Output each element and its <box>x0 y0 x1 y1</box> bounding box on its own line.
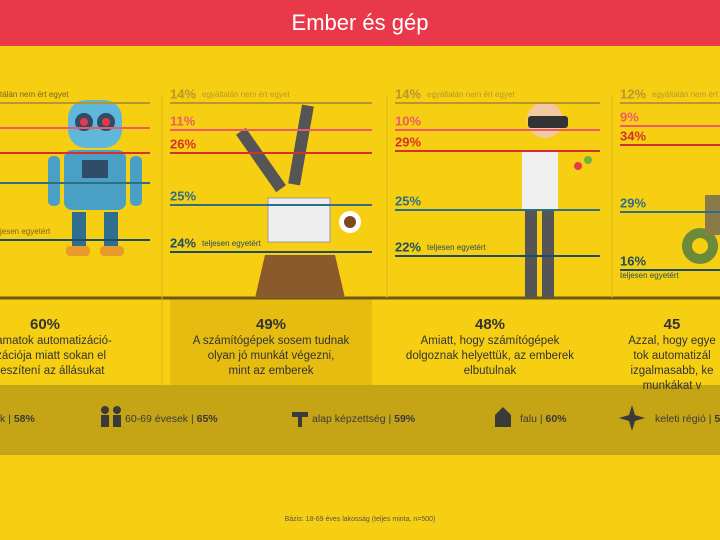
row-percent: 26% <box>170 136 196 151</box>
row-percent: 9% <box>620 109 639 124</box>
band-icons <box>101 405 645 431</box>
band-stat-label: falu | <box>520 413 546 425</box>
band-stat-value: 59% <box>394 413 416 425</box>
row-percent: 25% <box>395 193 421 208</box>
band-stat: k | 58% <box>0 413 35 425</box>
statement-line: otizációja miatt sokan el <box>0 350 106 362</box>
row-percent: 24% <box>170 235 196 250</box>
row-label: tálán nem ért egyet <box>0 90 69 99</box>
row-percent: 11% <box>170 113 196 128</box>
band-stat-label: 60-69 évesek | <box>125 413 197 425</box>
headline-percent: 49% <box>256 316 286 333</box>
headline-percent: 60% <box>30 316 60 333</box>
row-percent: 10% <box>395 113 421 128</box>
statement-line: Amiatt, hogy számítógépek <box>421 335 560 347</box>
row-label: teljesen egyetért <box>427 243 486 252</box>
band-stat-label: alap képzettség | <box>312 413 394 425</box>
row-percent: 12% <box>620 86 646 101</box>
statement-line: tok automatizál <box>633 350 710 362</box>
statement-line: mint az emberek <box>228 365 313 377</box>
statement-line: munkákat v <box>643 380 702 392</box>
row-label: jesen egyetért <box>0 227 51 236</box>
statement-line: Azzal, hogy egye <box>628 335 716 347</box>
row-percent: 34% <box>620 128 646 143</box>
row-percent: 16% <box>620 253 646 268</box>
headline-percent: 48% <box>475 316 505 333</box>
gear-machine <box>682 195 720 264</box>
row-percent: 29% <box>620 195 646 210</box>
band-stat: falu | 60% <box>520 413 567 425</box>
highlight-box <box>170 298 372 386</box>
band-stat: alap képzettség | 59% <box>312 413 416 425</box>
row-percent: 29% <box>395 134 421 149</box>
row-label: teljesen egyetért <box>620 271 679 280</box>
band-stat: keleti régió | 5 <box>655 413 720 425</box>
row-percent: 22% <box>395 239 421 254</box>
statement-line: olyan jó munkát végezni, <box>208 350 335 362</box>
row-percent: 14% <box>395 86 421 101</box>
statement-line: folyamatok automatizáció- <box>0 335 112 347</box>
band-stat-value: 58% <box>14 413 36 425</box>
title: Ember és gép <box>292 10 429 35</box>
row-percent: 14% <box>170 86 196 101</box>
row-percent: 25% <box>170 188 196 203</box>
band-stat-label: keleti régió | <box>655 413 714 425</box>
band-stat-value: 65% <box>197 413 219 425</box>
header-band <box>0 0 720 46</box>
footer-note: Bázis: 18-69 éves lakosság (teljes minta… <box>285 516 436 523</box>
band-stat: 60-69 évesek | 65% <box>125 413 218 425</box>
band-stat-label: k | <box>0 413 14 425</box>
row-label: egyáltalán nem ért egyet <box>652 90 720 99</box>
robot <box>48 100 142 256</box>
row-label: egyáltalán nem ért egyet <box>427 90 515 99</box>
row-label: teljesen egyetért <box>202 239 261 248</box>
statement-line: dolgoznak helyettük, az emberek <box>406 350 574 362</box>
headline-percent: 45 <box>664 316 681 333</box>
statement-line: A számítógépek sosem tudnak <box>193 335 350 347</box>
statement-line: elbutulnak <box>464 365 517 377</box>
row-label: egyáltalán nem ért egyet <box>202 90 290 99</box>
band-stat-value: 5 <box>714 413 720 425</box>
statement-line: izgalmasabb, ke <box>630 365 713 377</box>
band-stat-value: 60% <box>546 413 568 425</box>
statement-line: k veszítení az állásukat <box>0 365 105 377</box>
